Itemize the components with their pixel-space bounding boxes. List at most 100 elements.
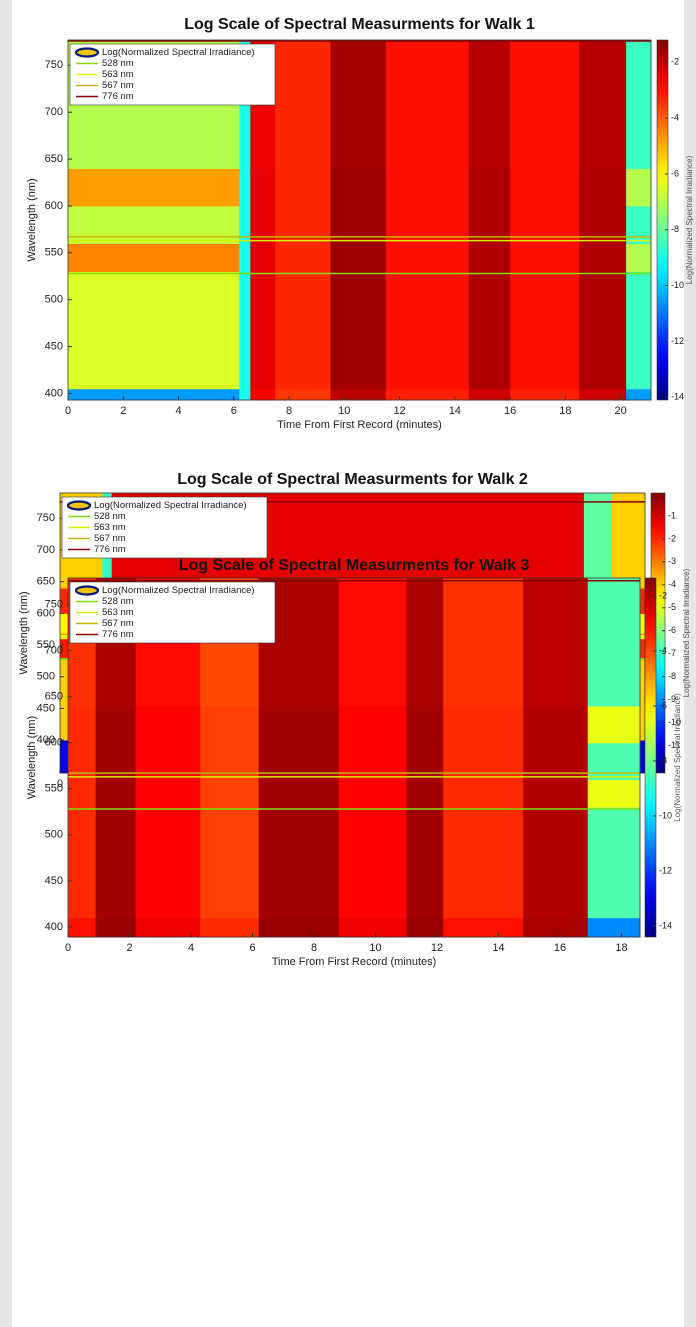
colorbar-tick-label: -2 <box>659 590 667 600</box>
heatmap-cell <box>330 388 387 401</box>
heatmap-cell <box>135 742 201 781</box>
heatmap-cell <box>468 40 511 169</box>
heatmap-cell <box>258 742 340 781</box>
legend-label: Log(Normalized Spectral Irradiance) <box>94 500 247 511</box>
heatmap-cell <box>626 168 652 207</box>
heatmap-cell <box>443 779 524 808</box>
heatmap-cell <box>338 742 407 781</box>
colorbar-tick-label: -2 <box>671 57 679 67</box>
heatmap-cell <box>443 917 524 938</box>
plot-frame <box>67 39 652 401</box>
y-tick-label: 400 <box>45 387 63 399</box>
heatmap-cell <box>68 205 240 244</box>
heatmap-cell <box>330 205 387 244</box>
colorbar <box>644 577 657 938</box>
chart-title: Log Scale of Spectral Measurments for Wa… <box>177 471 528 488</box>
x-tick-label: 6 <box>249 942 255 954</box>
legend-box <box>69 581 276 644</box>
y-tick-label: 700 <box>45 106 63 118</box>
chart-title: Log Scale of Spectral Measurments for Wa… <box>184 16 535 33</box>
x-tick-label: 2 <box>120 405 126 417</box>
colorbar-label: Log(Normalized Spectral Irradiance) <box>682 568 691 697</box>
heatmap-cell <box>95 705 137 744</box>
heatmap-cell <box>275 388 331 401</box>
heatmap-cell <box>510 243 580 273</box>
heatmap-cell <box>385 168 470 207</box>
colorbar-tick-label: -6 <box>659 700 667 710</box>
legend: Log(Normalized Spectral Irradiance)528 n… <box>69 43 276 106</box>
heatmap-cell <box>338 779 407 808</box>
legend-label: 567 nm <box>102 618 134 629</box>
x-tick-label: 10 <box>338 405 350 417</box>
x-tick-label: 10 <box>369 942 381 954</box>
x-tick-label: 18 <box>559 405 571 417</box>
heatmap-cell <box>385 205 470 244</box>
colorbar-tick-label: -11 <box>668 740 680 750</box>
heatmap-cell <box>523 578 589 707</box>
legend-label: Log(Normalized Spectral Irradiance) <box>102 585 255 596</box>
heatmap-cell <box>406 807 444 919</box>
legend-label: 567 nm <box>94 533 126 544</box>
y-tick-label: 600 <box>45 200 63 212</box>
heatmap-cell <box>338 705 407 744</box>
heatmap-cell <box>587 742 641 781</box>
heatmap-cell <box>587 807 641 919</box>
heatmap-cell <box>95 742 137 781</box>
y-tick-label: 500 <box>45 829 63 841</box>
heatmap-cell <box>587 779 641 808</box>
heatmap-cell <box>626 388 652 401</box>
heatmap-cell <box>200 705 260 744</box>
y-tick-label: 500 <box>45 294 63 306</box>
x-tick-label: 12 <box>431 942 443 954</box>
legend-label: 776 nm <box>102 629 134 640</box>
y-tick-label: 700 <box>45 645 63 657</box>
heatmap-cell <box>626 243 652 273</box>
heatmap-cell <box>579 243 627 273</box>
heatmap-cell <box>626 205 652 244</box>
heatmap-cell <box>68 243 240 273</box>
heatmap-cell <box>239 168 251 207</box>
heatmap-cell <box>68 388 240 401</box>
colorbar-tick-label: -6 <box>671 168 679 178</box>
colorbar-tick-label: -2 <box>668 533 676 543</box>
heatmap-cell <box>510 388 580 401</box>
y-tick-label: 500 <box>37 671 55 683</box>
heatmap-cell <box>250 388 276 401</box>
heatmap-cell <box>468 388 511 401</box>
heatmap-cell <box>275 271 331 390</box>
colorbar-tick-label: -7 <box>668 648 676 658</box>
heatmap-cell <box>250 243 276 273</box>
heatmap-cell <box>579 40 627 169</box>
legend-heatmap-icon <box>66 500 92 511</box>
colorbar-tick-label: -10 <box>671 280 684 290</box>
y-tick-label: 400 <box>45 921 63 933</box>
heatmap-cell <box>258 779 340 808</box>
heatmap-cell <box>135 779 201 808</box>
heatmap-cell <box>443 578 524 707</box>
x-tick-label: 20 <box>614 405 626 417</box>
legend: Log(Normalized Spectral Irradiance)528 n… <box>61 496 268 559</box>
heatmap-cell <box>579 168 627 207</box>
heatmap-cell <box>239 243 251 273</box>
y-tick-label: 550 <box>37 639 55 651</box>
y-tick-label: 450 <box>45 340 63 352</box>
colorbar-tick-label: -12 <box>671 336 684 346</box>
y-axis-label: Wavelength (nm) <box>26 716 38 799</box>
legend-box <box>61 496 268 559</box>
x-tick-label: 12 <box>393 405 405 417</box>
heatmap-cell <box>200 742 260 781</box>
heatmap-cell <box>612 493 646 589</box>
heatmap-cell <box>258 705 340 744</box>
colorbar-tick-label: -8 <box>671 224 679 234</box>
y-tick-label: 450 <box>45 875 63 887</box>
x-tick-label: 16 <box>554 942 566 954</box>
plot-frame <box>67 577 641 938</box>
x-tick-label: 16 <box>504 405 516 417</box>
heatmap-cell <box>258 917 340 938</box>
legend-label: 563 nm <box>102 69 134 80</box>
colorbar-tick-label: -5 <box>668 602 676 612</box>
colorbar-tick-label: -8 <box>668 671 676 681</box>
heatmap-cell <box>468 271 511 390</box>
heatmap-cell <box>406 742 444 781</box>
